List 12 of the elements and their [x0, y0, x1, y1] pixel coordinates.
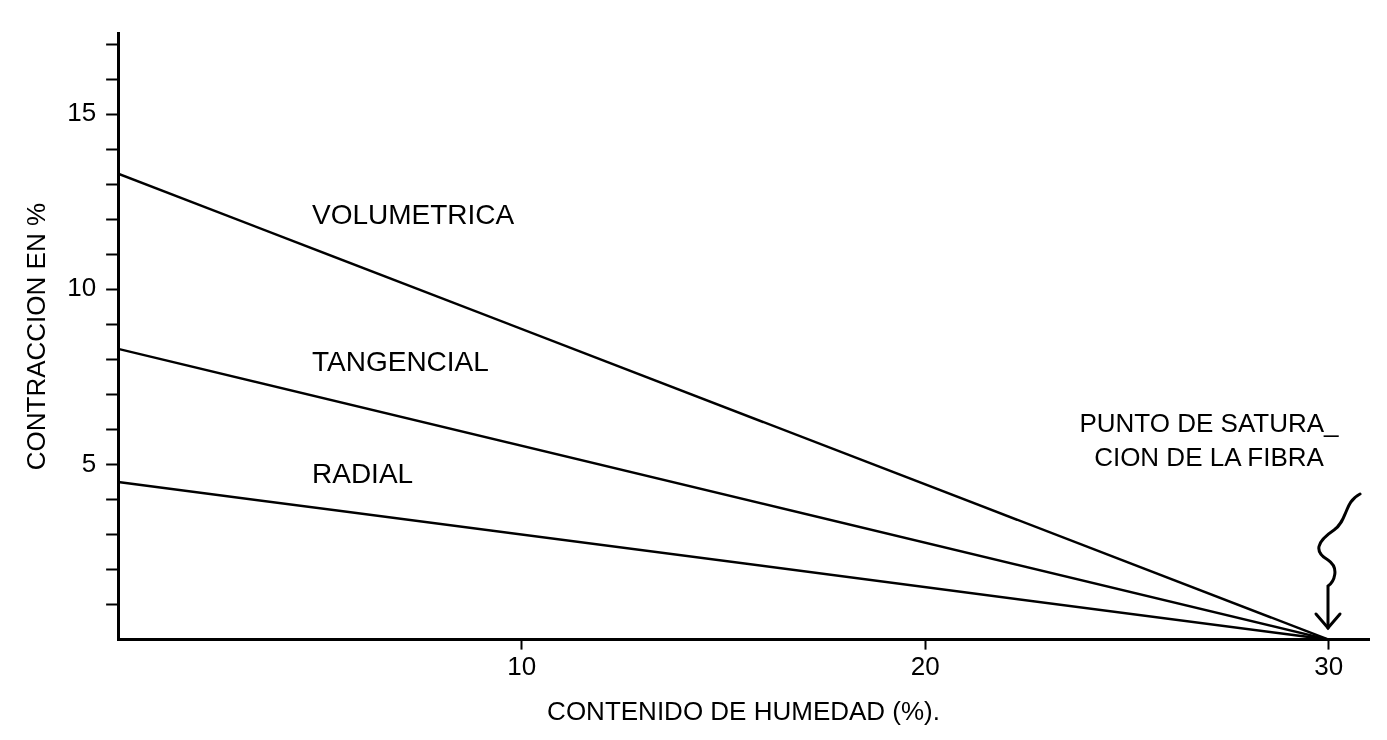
annotation: PUNTO DE SATURA_ CION DE LA FIBRA	[1079, 407, 1340, 472]
series-label: RADIAL	[312, 457, 414, 489]
y-tick-label: 10	[67, 272, 97, 303]
x-tick-label: 30	[1314, 651, 1344, 682]
series-label: VOLUMETRICA	[312, 199, 515, 231]
y-tick-label: 5	[81, 447, 97, 478]
series-label: TANGENCIAL	[312, 346, 489, 378]
y-tick-label: 15	[67, 97, 97, 128]
x-tick-label: 10	[507, 651, 537, 682]
x-axis-title: CONTENIDO DE HUMEDAD (%).	[547, 695, 941, 726]
y-axis-title: CONTRACCION EN %	[20, 202, 51, 471]
x-tick-label: 20	[910, 651, 940, 682]
